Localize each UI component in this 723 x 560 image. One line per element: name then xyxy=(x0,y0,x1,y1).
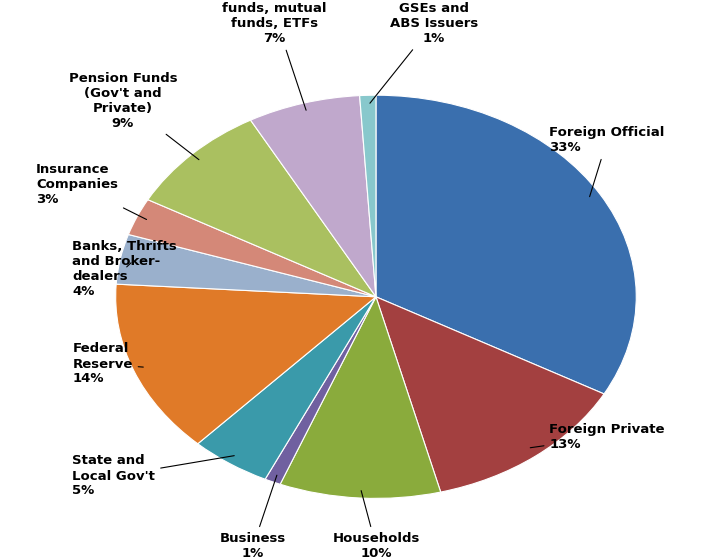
Wedge shape xyxy=(265,297,376,484)
Text: Federal
Reserve
14%: Federal Reserve 14% xyxy=(72,343,143,385)
Wedge shape xyxy=(116,284,376,444)
Text: Foreign Private
13%: Foreign Private 13% xyxy=(530,423,665,451)
Wedge shape xyxy=(116,235,376,297)
Wedge shape xyxy=(129,200,376,297)
Text: Banks, Thrifts
and Broker-
dealers
4%: Banks, Thrifts and Broker- dealers 4% xyxy=(72,240,177,298)
Text: State and
Local Gov't
5%: State and Local Gov't 5% xyxy=(72,455,234,497)
Text: Foreign Official
33%: Foreign Official 33% xyxy=(549,126,665,197)
Text: Insurance
Companies
3%: Insurance Companies 3% xyxy=(36,164,147,220)
Wedge shape xyxy=(376,297,604,492)
Text: Money market
funds, mutual
funds, ETFs
7%: Money market funds, mutual funds, ETFs 7… xyxy=(221,0,328,110)
Wedge shape xyxy=(198,297,376,479)
Text: Pension Funds
(Gov't and
Private)
9%: Pension Funds (Gov't and Private) 9% xyxy=(69,72,199,160)
Text: Households
10%: Households 10% xyxy=(333,491,419,560)
Wedge shape xyxy=(280,297,441,498)
Text: Business
1%: Business 1% xyxy=(220,475,286,560)
Wedge shape xyxy=(251,96,376,297)
Wedge shape xyxy=(376,95,636,394)
Wedge shape xyxy=(148,120,376,297)
Wedge shape xyxy=(359,95,376,297)
Text: GSEs and
ABS Issuers
1%: GSEs and ABS Issuers 1% xyxy=(370,2,478,103)
